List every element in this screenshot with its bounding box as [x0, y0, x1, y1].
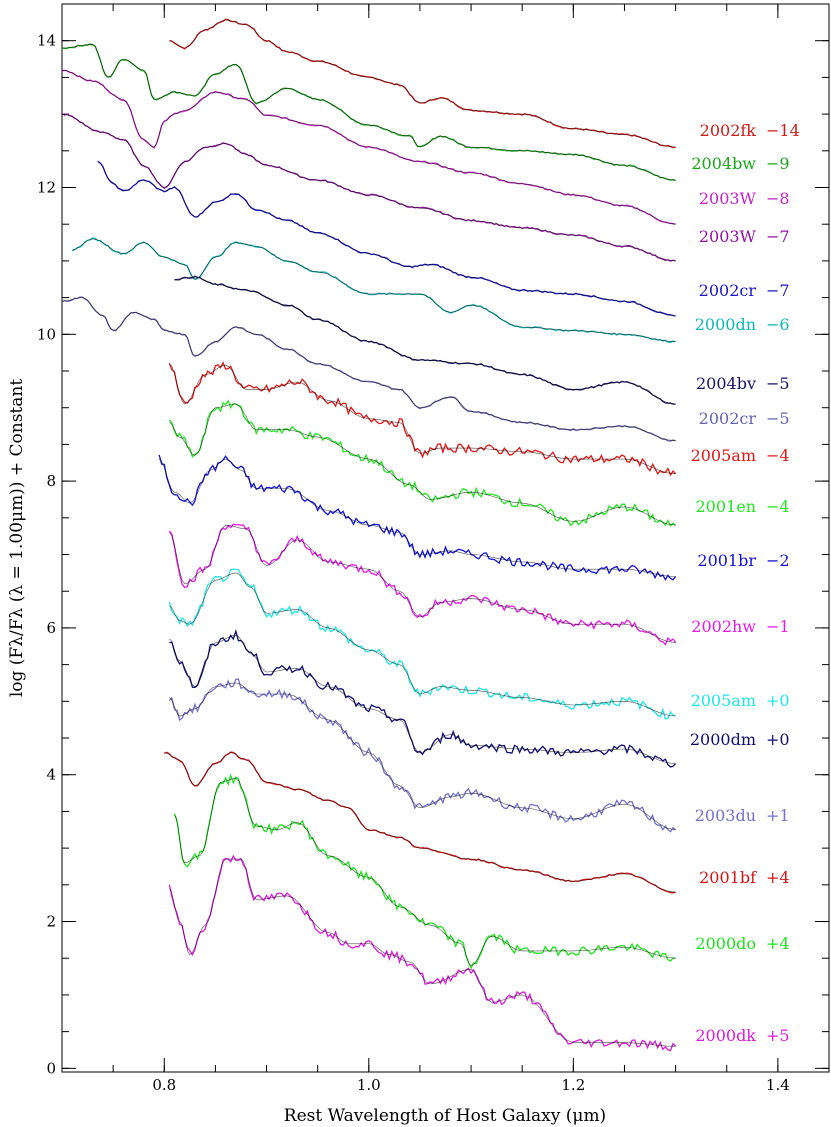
x-tick-label: 1.2 [561, 1076, 585, 1094]
spectrum-label-name: 2001br [697, 551, 756, 570]
spectrum-line-17 [168, 854, 677, 1052]
x-tick-label: 1.4 [766, 1076, 790, 1094]
spectrum-label-epoch: +1 [766, 806, 790, 825]
spectrum-model-2 [61, 69, 676, 225]
spectrum-label-name: 2003W [699, 227, 757, 246]
spectrum-label-epoch: −5 [766, 374, 790, 393]
spectrum-label-epoch: −4 [766, 446, 790, 465]
spectrum-line-5 [71, 237, 676, 343]
spectrum-line-11 [168, 523, 677, 646]
spectrum-line-1 [61, 43, 676, 181]
spectrum-label-epoch: −6 [766, 315, 790, 334]
y-tick-label: 12 [37, 179, 56, 197]
y-axis: 0 2 4 6 8 10 12 14 [37, 32, 829, 1077]
spectrum-line-10 [158, 454, 677, 581]
x-axis-label: Rest Wavelength of Host Galaxy (μm) [284, 1106, 606, 1126]
spectrum-labels: 2002fk −14 2004bw −9 2003W −8 2003W −7 2002cr −7 2… [690, 121, 800, 1045]
spectrum-label-name: 2002fk [700, 121, 757, 140]
y-tick-label: 0 [46, 1059, 56, 1077]
spectrum-line-12 [168, 568, 676, 720]
plot-frame [61, 3, 830, 1073]
x-axis: 0.8 1.0 1.2 1.4 [152, 4, 790, 1094]
y-tick-label: 10 [37, 325, 56, 343]
spectrum-label-epoch: −7 [766, 227, 790, 246]
spectrum-label-epoch: −2 [766, 551, 790, 570]
spectrum-label-name: 2005am [691, 446, 756, 465]
spectrum-label-epoch: −4 [766, 497, 790, 516]
spectrum-model-10 [159, 458, 676, 577]
spectrum-line-14 [168, 678, 677, 833]
spectrum-label-epoch: −14 [766, 121, 800, 140]
y-tick-label: 14 [37, 32, 56, 50]
spectrum-label-name: 2003W [699, 189, 757, 208]
spectrum-label-name: 2000dn [695, 315, 756, 334]
spectrum-line-7 [61, 296, 676, 442]
spectrum-model-1 [61, 44, 676, 181]
spectrum-label-epoch: −8 [766, 189, 790, 208]
spectrum-label-name: 2002cr [699, 409, 757, 428]
y-tick-label: 2 [46, 913, 56, 931]
spectrum-model-8 [169, 363, 676, 475]
spectrum-model-13 [169, 634, 676, 764]
spectrum-label-epoch: −5 [766, 409, 790, 428]
spectrum-model-15 [164, 752, 676, 893]
spectrum-label-name: 2003du [695, 806, 756, 825]
spectrum-label-name: 2000dm [690, 730, 756, 749]
spectrum-model-4 [97, 161, 676, 317]
spectrum-label-name: 2001bf [699, 868, 757, 887]
y-tick-label: 8 [46, 472, 56, 490]
spectrum-label-name: 2002hw [691, 617, 756, 636]
spectrum-model-12 [169, 572, 676, 717]
spectrum-label-epoch: +0 [766, 730, 790, 749]
spectrum-line-3 [61, 113, 676, 262]
spectrum-label-epoch: +4 [766, 934, 790, 953]
spectrum-line-8 [168, 361, 677, 477]
x-tick-label: 0.8 [152, 1076, 176, 1094]
spectra-series [61, 18, 677, 1052]
spectrum-label-name: 2004bw [691, 154, 756, 173]
y-tick-label: 6 [46, 619, 56, 637]
spectrum-label-epoch: −1 [766, 617, 790, 636]
y-axis-label: log (Fλ/Fλ (λ = 1.00μm)) + Constant [7, 379, 27, 697]
spectrum-label-name: 2000do [695, 934, 756, 953]
spectrum-model-14 [169, 682, 676, 831]
spectrum-label-name: 2002cr [699, 281, 757, 300]
spectrum-model-0 [169, 19, 676, 148]
spectrum-model-16 [174, 778, 676, 966]
spectrum-model-5 [72, 238, 676, 342]
spectrum-line-13 [169, 629, 677, 768]
spectrum-line-0 [169, 18, 676, 149]
spectrum-label-name: 2001en [696, 497, 757, 516]
spectrum-model-6 [174, 276, 676, 405]
spectrum-line-9 [168, 399, 677, 527]
spectrum-line-16 [173, 773, 676, 970]
spectrum-label-epoch: +0 [766, 691, 790, 710]
spectrum-label-name: 2000dk [695, 1026, 756, 1045]
x-tick-label: 1.0 [357, 1076, 381, 1094]
spectrum-line-15 [164, 751, 676, 894]
spectrum-model-9 [169, 403, 676, 526]
spectrum-model-7 [61, 297, 676, 441]
spectrum-model-3 [61, 113, 676, 262]
spectrum-model-11 [169, 524, 676, 643]
y-tick-label: 4 [46, 766, 56, 784]
spectrum-label-name: 2005am [691, 691, 756, 710]
spectrum-label-epoch: +4 [766, 868, 790, 887]
spectrum-label-epoch: +5 [766, 1026, 790, 1045]
spectrum-label-epoch: −7 [766, 281, 790, 300]
spectrum-model-17 [169, 858, 676, 1047]
spectrum-label-epoch: −9 [766, 154, 790, 173]
spectrum-label-name: 2004bv [696, 374, 756, 393]
